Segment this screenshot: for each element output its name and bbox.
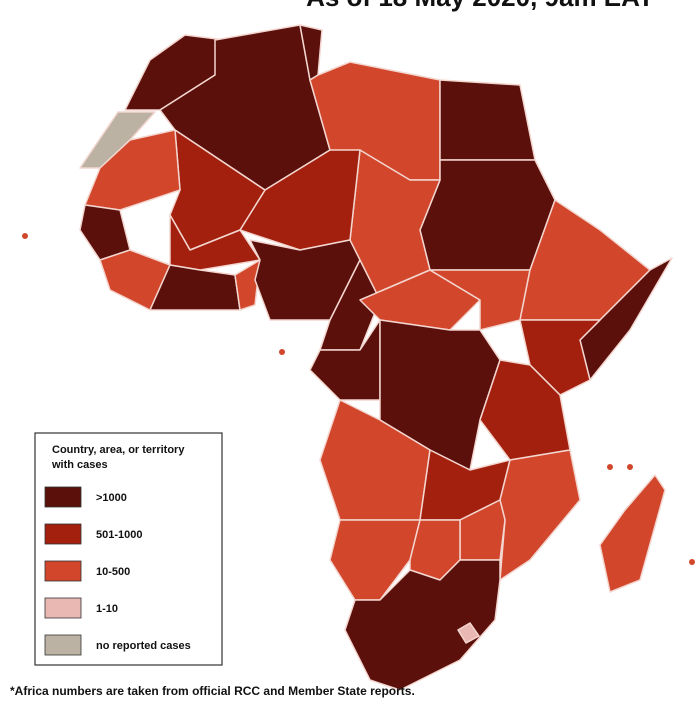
country: [249, 239, 361, 321]
country: [379, 319, 501, 471]
island: [22, 233, 28, 239]
island: [689, 559, 695, 565]
legend-label: >1000: [96, 492, 127, 504]
country: [359, 269, 481, 331]
country: [429, 269, 531, 331]
legend-swatch: [44, 634, 82, 656]
island: [607, 464, 613, 470]
footnote: *Africa numbers are taken from official …: [10, 684, 415, 698]
country: [319, 259, 381, 351]
island: [279, 349, 285, 355]
legend-swatch: [44, 486, 82, 508]
legend-label: 1-10: [96, 603, 118, 615]
country: [457, 622, 480, 644]
legend-swatch: [44, 523, 82, 545]
country: [419, 159, 556, 271]
legend-label: 501-1000: [96, 529, 143, 541]
legend-swatch: [44, 560, 82, 582]
map-title: As of 18 May 2020, 9am EAT: [306, 0, 654, 12]
legend-title: Country, area, or territory with cases: [51, 444, 185, 471]
legend-swatch: [44, 597, 82, 619]
legend: Country, area, or territory with cases >1…: [34, 432, 223, 666]
country: [439, 79, 536, 161]
country: [519, 319, 601, 396]
country: [344, 559, 501, 691]
legend-label: no reported cases: [96, 640, 191, 652]
country: [234, 259, 261, 311]
island: [627, 464, 633, 470]
country: [599, 474, 666, 593]
country: [499, 449, 581, 581]
africa: [22, 24, 695, 691]
country: [149, 264, 241, 311]
legend-label: 10-500: [96, 566, 130, 578]
legend-box: [34, 432, 223, 666]
